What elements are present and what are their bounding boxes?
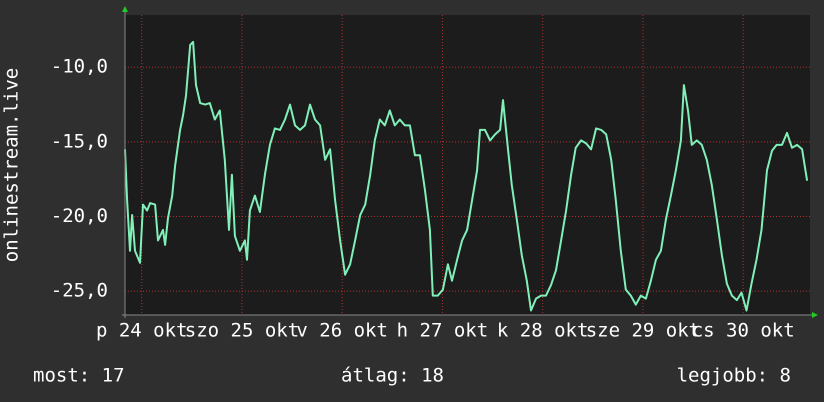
x-tick-label: k 28 okt	[497, 320, 589, 342]
x-tick-label: p 24 okt	[96, 320, 188, 342]
plot-area	[125, 15, 810, 315]
grid	[125, 15, 810, 315]
data-line	[124, 40, 809, 312]
x-tick-label: sze 29 okt	[586, 320, 700, 342]
x-tick-label: v 26 okt	[296, 320, 388, 342]
y-tick-label: -10,0	[51, 56, 108, 78]
x-tick-label: cs 30 okt	[692, 320, 795, 342]
best-value: legjobb: 8	[677, 365, 791, 387]
y-tick-label: -25,0	[51, 280, 108, 302]
x-tick-label: szo 25 okt	[185, 320, 299, 342]
y-axis-arrow	[122, 6, 128, 12]
average-value: átlag: 18	[341, 365, 444, 387]
y-tick-label: -20,0	[51, 205, 108, 227]
x-tick-label: h 27 okt	[397, 320, 489, 342]
y-axis-label: onlinestream.live	[1, 68, 23, 262]
y-tick-label: -15,0	[51, 130, 108, 152]
marks	[124, 40, 809, 312]
x-axis-arrow	[812, 312, 818, 318]
current-value: most: 17	[33, 365, 125, 387]
